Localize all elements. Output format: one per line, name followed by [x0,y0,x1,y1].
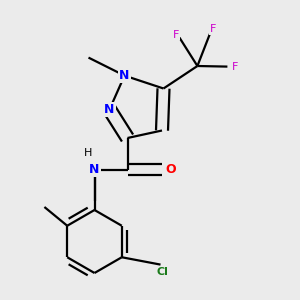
Text: F: F [232,61,238,72]
Text: O: O [166,163,176,176]
Text: H: H [84,148,93,158]
Text: F: F [210,24,216,34]
Text: N: N [89,163,100,176]
Text: F: F [173,29,180,40]
Text: Cl: Cl [156,267,168,277]
Text: N: N [119,69,130,82]
Text: N: N [104,103,115,116]
